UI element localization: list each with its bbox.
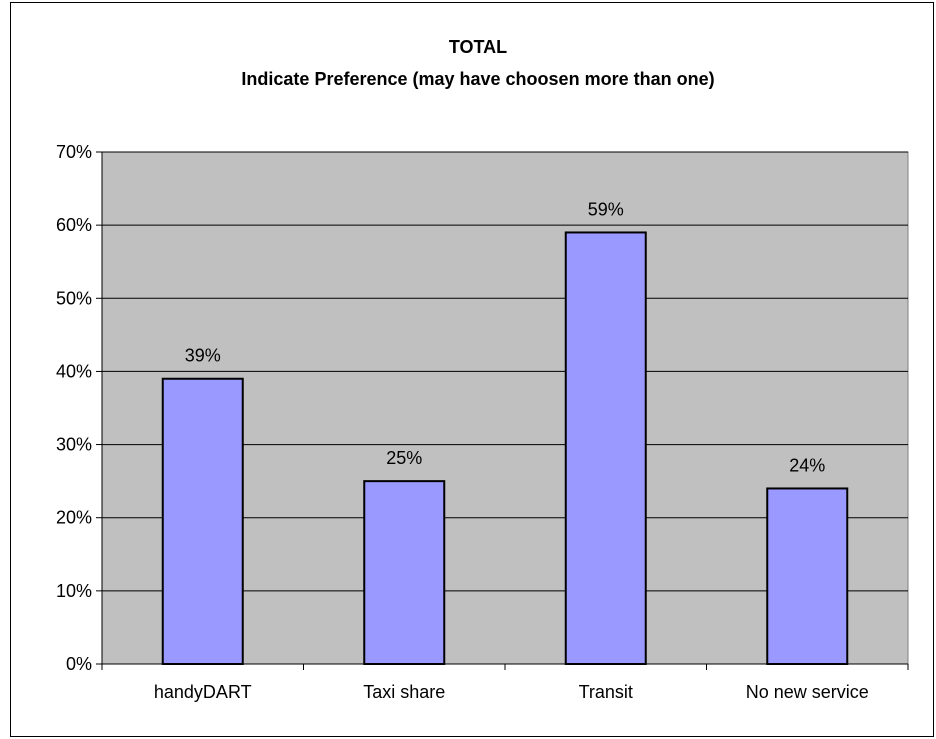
bar-no-new-service bbox=[766, 487, 849, 666]
y-tick-label: 70% bbox=[56, 142, 92, 162]
y-tick-label: 0% bbox=[66, 654, 92, 674]
chart-subtitle: Indicate Preference (may have choosen mo… bbox=[241, 69, 714, 89]
x-category-label: No new service bbox=[746, 682, 869, 702]
y-tick-label: 50% bbox=[56, 288, 92, 308]
x-category-label: handyDART bbox=[154, 682, 252, 702]
axes bbox=[96, 151, 909, 670]
bar-taxi-share bbox=[363, 480, 446, 665]
data-label: 24% bbox=[789, 455, 825, 475]
x-category-label: Taxi share bbox=[363, 682, 445, 702]
data-label: 25% bbox=[386, 448, 422, 468]
bars bbox=[161, 231, 849, 666]
data-label: 39% bbox=[185, 346, 221, 366]
labels: 0% 10% 20% 30% 40% 50% 60% 70% 39% handyDART 25% Ta… bbox=[56, 142, 869, 702]
bar-transit bbox=[564, 231, 647, 665]
y-tick-label: 20% bbox=[56, 508, 92, 528]
x-category-label: Transit bbox=[579, 682, 633, 702]
y-tick-label: 30% bbox=[56, 435, 92, 455]
y-tick-label: 40% bbox=[56, 361, 92, 381]
y-tick-label: 10% bbox=[56, 581, 92, 601]
data-label: 59% bbox=[588, 199, 624, 219]
chart-title: TOTAL bbox=[449, 37, 507, 57]
y-tick-label: 60% bbox=[56, 215, 92, 235]
bar-handydart bbox=[161, 377, 244, 665]
